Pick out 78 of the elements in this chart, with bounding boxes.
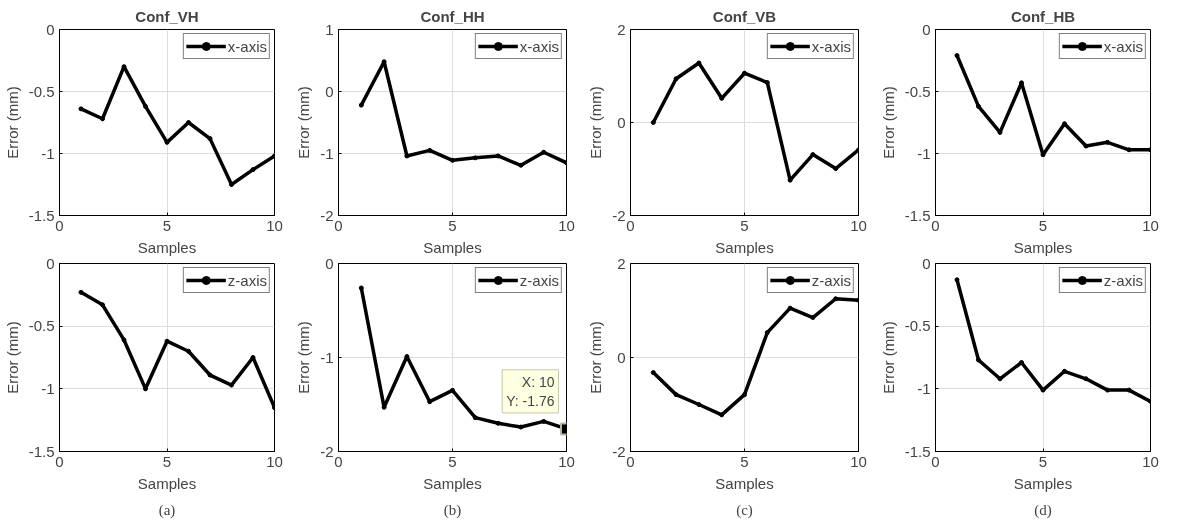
x-tick-label: 5 — [1038, 452, 1048, 470]
y-tick-label: 2 — [617, 254, 626, 272]
y-tick-label: 0 — [617, 113, 626, 131]
y-axis-title: Error (mm) — [587, 86, 605, 159]
legend-label: x-axis — [811, 37, 851, 55]
y-tick-label: 0 — [922, 254, 931, 272]
x-tick-label: 10 — [266, 216, 283, 234]
y-tick-label: -1 — [320, 144, 334, 162]
legend-label: z-axis — [227, 271, 267, 289]
chart-title: Conf_HH — [420, 7, 485, 25]
x-tick-label: 5 — [740, 216, 749, 234]
x-tick-label: 5 — [1038, 216, 1048, 234]
x-tick-label: 5 — [448, 452, 457, 470]
y-tick-label: -0.5 — [904, 317, 931, 335]
x-tick-label: 10 — [850, 216, 867, 234]
y-tick-label: 0 — [325, 254, 334, 272]
text: (c) — [736, 501, 753, 519]
x-tick-label: 10 — [558, 452, 575, 470]
y-tick-label: 0 — [46, 20, 55, 38]
x-tick-label: 5 — [740, 452, 749, 470]
y-tick-label: 2 — [617, 20, 626, 38]
y-tick-label: -1.5 — [904, 206, 931, 224]
y-tick-label: -1 — [320, 348, 334, 366]
y-tick-label: -1 — [917, 144, 931, 162]
x-axis-title: Samples — [137, 238, 197, 256]
legend-label: x-axis — [519, 37, 559, 55]
x-tick-label: 10 — [1142, 452, 1159, 470]
x-tick-label: 10 — [558, 216, 575, 234]
x-axis-title: Samples — [715, 474, 774, 492]
x-axis-title: Samples — [423, 474, 482, 492]
y-axis-title: Error (mm) — [295, 321, 313, 394]
y-axis-title: Error (mm) — [587, 321, 605, 394]
text: (b) — [443, 501, 462, 519]
annotation: X: 10 Y: -1.76 — [506, 373, 555, 409]
y-tick-label: -1.5 — [28, 206, 55, 224]
y-tick-label: -0.5 — [28, 82, 55, 100]
y-tick-label: -2 — [612, 442, 626, 460]
x-tick-label: 10 — [266, 452, 283, 470]
x-axis-title: Samples — [423, 238, 482, 256]
y-tick-label: -1 — [41, 379, 55, 397]
legend-label: z-axis — [811, 271, 851, 289]
y-tick-label: -1.5 — [904, 442, 931, 460]
y-tick-label: 0 — [922, 20, 931, 38]
chart-title: Conf_VB — [712, 7, 777, 25]
y-tick-label: 1 — [325, 20, 334, 38]
text: (d) — [1034, 501, 1052, 519]
y-tick-label: -2 — [320, 206, 334, 224]
y-axis-title: Error (mm) — [3, 86, 21, 159]
y-axis-title: Error (mm) — [3, 321, 21, 394]
chart-title: Conf_VH — [135, 7, 199, 25]
x-tick-label: 10 — [850, 452, 867, 470]
x-tick-label: 5 — [162, 452, 172, 470]
x-axis-title: Samples — [1013, 238, 1073, 256]
y-tick-label: 0 — [46, 254, 55, 272]
y-tick-label: -1.5 — [28, 442, 55, 460]
x-tick-label: 5 — [162, 216, 172, 234]
y-axis-title: Error (mm) — [879, 321, 897, 394]
y-tick-label: -2 — [320, 442, 334, 460]
y-tick-label: 0 — [325, 82, 334, 100]
y-tick-label: -1 — [917, 379, 931, 397]
text: (a) — [158, 501, 176, 519]
x-axis-title: Samples — [1013, 474, 1073, 492]
legend-label: x-axis — [227, 37, 267, 55]
chart-title: Conf_HB — [1010, 7, 1076, 25]
y-tick-label: -2 — [612, 206, 626, 224]
legend-label: z-axis — [1103, 271, 1143, 289]
x-tick-label: 5 — [448, 216, 457, 234]
y-tick-label: -0.5 — [904, 82, 931, 100]
y-tick-label: 0 — [617, 348, 626, 366]
x-tick-label: 10 — [1142, 216, 1159, 234]
y-axis-title: Error (mm) — [879, 86, 897, 159]
x-axis-title: Samples — [137, 474, 197, 492]
y-tick-label: -0.5 — [28, 317, 55, 335]
x-axis-title: Samples — [715, 238, 774, 256]
y-tick-label: -1 — [41, 144, 55, 162]
y-axis-title: Error (mm) — [295, 86, 313, 159]
legend-label: x-axis — [1103, 37, 1143, 55]
legend-label: z-axis — [519, 271, 559, 289]
